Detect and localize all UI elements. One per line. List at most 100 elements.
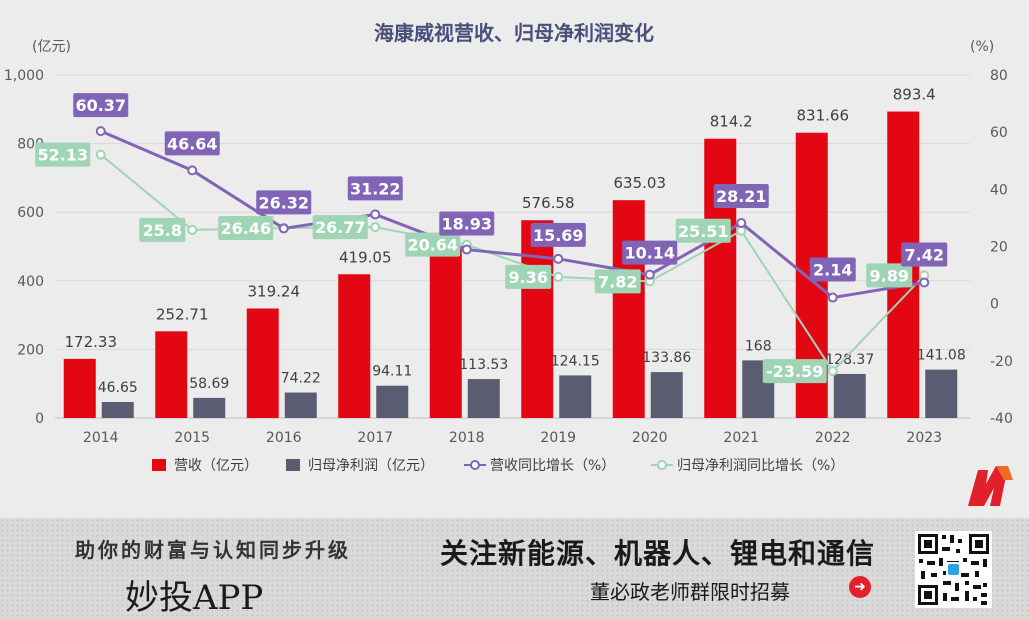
revenue-growth-label-box [622, 240, 678, 265]
revenue-growth-line [100, 129, 925, 300]
chart-svg: 海康威视营收、归母净利润变化(亿元) (%)02004006008001,000-… [4, 21, 1013, 474]
profit-growth-label: 7.82 [598, 272, 637, 291]
revenue-growth-point [370, 209, 381, 220]
right-tick-label: 80 [990, 68, 1008, 84]
revenue-data-label: 635.03 [614, 174, 667, 192]
revenue-growth-point [461, 244, 472, 255]
profit-bar [559, 375, 592, 418]
profit-data-label: 113.53 [459, 357, 508, 373]
revenue-bar [704, 138, 737, 418]
revenue-bar [612, 200, 645, 418]
chart-area: 海康威视营收、归母净利润变化 (亿元) (%) 0 200 400 600 800 1,000-… [3, 21, 1013, 474]
left-tick-label: 400 [17, 274, 44, 290]
profit-data-label: 74.22 [281, 371, 321, 387]
revenue-growth-label-box [713, 184, 769, 209]
profit-bar [284, 392, 317, 418]
footer-slogan: 助你的财富与认知同步升级 [75, 538, 351, 562]
revenue-growth-label-box [256, 190, 312, 215]
revenue-growth-label: 15.69 [533, 226, 584, 245]
revenue-data-label: 319.24 [248, 283, 301, 301]
revenue-growth-label-box [73, 93, 129, 118]
revenue-growth-label: 60.37 [75, 96, 126, 115]
footer-headline: 关注新能源、机器人、锂电和通信 [440, 537, 876, 570]
right-tick-label: 40 [990, 182, 1008, 198]
revenue-growth-label: 31.22 [350, 179, 401, 198]
revenue-growth-point [95, 126, 106, 137]
profit-growth-label-box [594, 269, 641, 294]
profit-growth-point [370, 222, 381, 233]
right-tick-label: 20 [990, 240, 1008, 256]
profit-data-label: 46.65 [98, 380, 138, 396]
profit-growth-label-box [675, 218, 731, 243]
legend-label: 归母净利润（亿元） [308, 457, 434, 474]
legend-label: 营收（亿元） [174, 458, 258, 474]
profit-bar [101, 401, 134, 418]
profit-growth-label-box [139, 217, 186, 242]
x-tick-label: 2018 [449, 430, 485, 446]
revenue-data-label: 419.05 [339, 248, 392, 266]
revenue-data-label: 576.58 [522, 194, 575, 212]
revenue-growth-point [553, 253, 564, 264]
x-tick-label: 2015 [174, 430, 210, 446]
profit-growth-label-box [35, 142, 91, 167]
revenue-growth-label: 10.14 [624, 244, 675, 263]
right-tick-label: 60 [990, 125, 1008, 141]
legend-label: 营收同比增长（%） [490, 458, 615, 474]
x-tick-label: 2017 [357, 430, 393, 446]
chart-title: 海康威视营收、归母净利润变化 [374, 21, 654, 45]
profit-growth-label-box [505, 264, 552, 289]
promo-footer: 助你的财富与认知同步升级 妙投APP 关注新能源、机器人、锂电和通信 董必政老师… [0, 518, 1029, 619]
revenue-growth-point [736, 218, 747, 229]
qr-code-icon[interactable] [915, 531, 992, 608]
profit-data-label: 141.08 [917, 348, 966, 364]
revenue-growth-label: 7.42 [905, 245, 944, 264]
profit-growth-label-box [312, 215, 368, 240]
left-tick-label: 200 [17, 342, 44, 358]
legend-label: 归母净利润同比增长（%） [677, 457, 844, 474]
profit-growth-label: 20.64 [407, 236, 458, 255]
revenue-data-label: 252.71 [156, 305, 209, 323]
footer-app-name: 妙投APP [125, 578, 264, 618]
revenue-bar [429, 247, 462, 418]
profit-growth-label: 9.36 [509, 268, 548, 287]
profit-growth-point [187, 224, 198, 235]
revenue-growth-label-box [439, 211, 495, 236]
revenue-growth-label-box [164, 131, 220, 156]
revenue-growth-point [827, 292, 838, 303]
profit-bar [193, 397, 226, 418]
profit-bar [650, 372, 683, 418]
profit-data-label: 168 [745, 338, 772, 354]
x-tick-label: 2014 [83, 430, 119, 446]
profit-growth-label: 26.46 [220, 219, 271, 238]
x-tick-label: 2019 [540, 430, 576, 446]
right-axis-unit: (%) [970, 39, 994, 55]
revenue-growth-point [278, 223, 289, 234]
right-tick-label: -40 [990, 411, 1013, 427]
profit-growth-point [95, 149, 106, 160]
x-tick-label: 2016 [266, 430, 302, 446]
revenue-growth-label-box [530, 222, 586, 247]
revenue-growth-label-box [901, 242, 948, 267]
profit-growth-label-box [866, 263, 913, 288]
revenue-growth-label: 28.21 [716, 187, 767, 206]
profit-growth-label: 25.8 [143, 221, 182, 240]
profit-data-label: 124.15 [551, 353, 600, 369]
revenue-bar [338, 274, 371, 418]
footer-recruit-link[interactable]: 董必政老师群限时招募 [590, 580, 790, 604]
profit-growth-label-box [762, 359, 827, 384]
revenue-data-label: 831.66 [797, 107, 850, 125]
revenue-growth-point [919, 277, 930, 288]
profit-growth-label: 9.89 [870, 266, 909, 285]
profit-bar [376, 385, 409, 418]
left-axis-unit: (亿元) [32, 39, 71, 55]
x-tick-label: 2021 [723, 430, 759, 446]
profit-data-label: 58.69 [189, 376, 229, 392]
x-tick-label: 2022 [815, 430, 851, 446]
profit-growth-label: 26.77 [315, 218, 366, 237]
legend-marker [657, 460, 667, 470]
profit-growth-point [827, 366, 838, 377]
profit-bar [467, 379, 500, 418]
profit-growth-label: 52.13 [37, 146, 88, 165]
arrow-right-icon[interactable]: ➜ [849, 576, 871, 598]
revenue-bar [155, 331, 188, 418]
